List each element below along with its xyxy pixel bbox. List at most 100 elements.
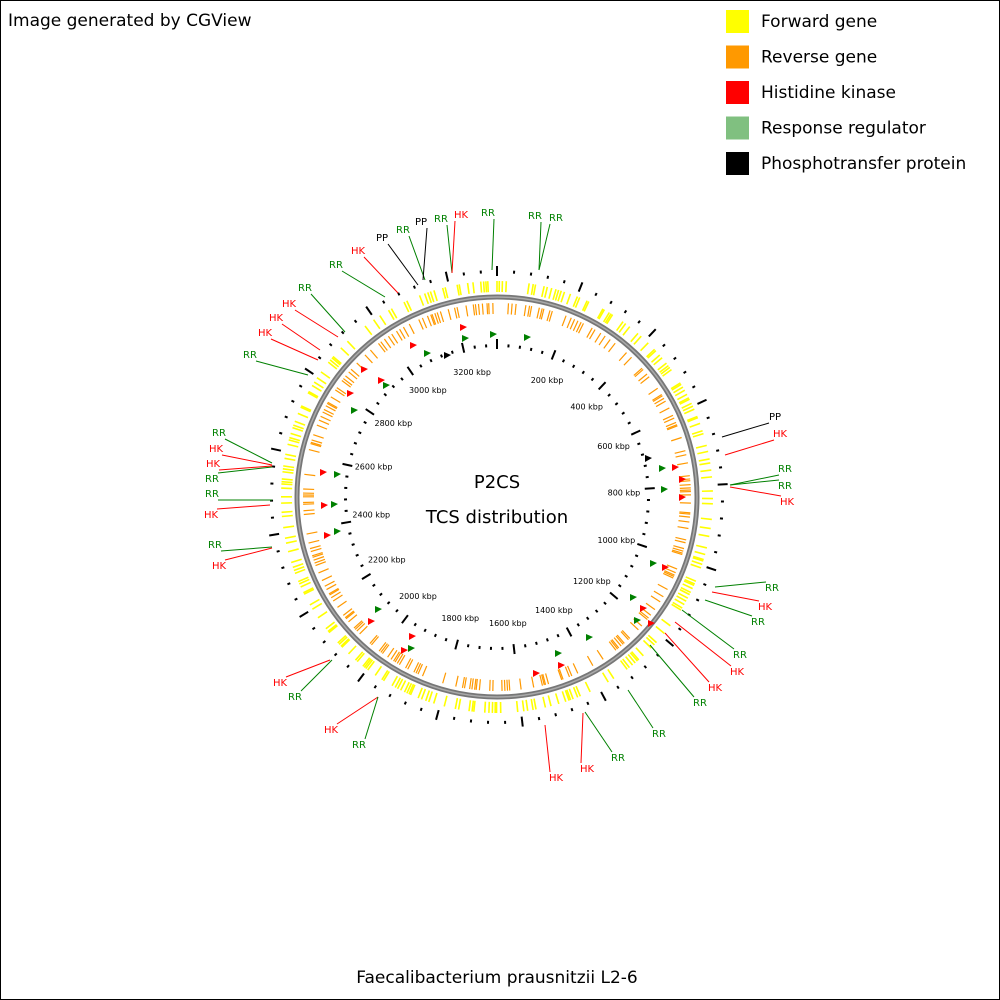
forward-gene xyxy=(427,292,433,304)
outer-tick xyxy=(452,716,456,721)
leader-line xyxy=(714,581,767,588)
forward-gene xyxy=(607,669,615,680)
forward-gene xyxy=(429,291,435,303)
outer-tick xyxy=(412,285,416,289)
forward-gene xyxy=(685,576,697,582)
feature-label: HK xyxy=(773,429,788,440)
reverse-gene xyxy=(353,620,363,629)
forward-gene xyxy=(642,639,652,649)
forward-gene xyxy=(485,281,488,293)
leader-line xyxy=(674,621,732,667)
reverse-gene xyxy=(673,545,685,550)
feature-label: RR xyxy=(733,650,747,661)
feature-label: RR xyxy=(298,283,312,294)
reverse-gene xyxy=(396,653,404,664)
circular-map: 200 kbp 400 kbp 600 kbp 800 kbp 1000 kbp 1200… xyxy=(204,208,795,784)
scale-label: 400 kbp xyxy=(570,403,603,412)
forward-gene xyxy=(294,568,306,575)
scale-tick xyxy=(444,637,448,642)
tcs-marker xyxy=(524,334,531,341)
reverse-gene xyxy=(395,330,403,341)
tcs-marker xyxy=(383,382,390,389)
feature-label: RR xyxy=(434,214,448,225)
leader-line xyxy=(255,360,309,376)
scale-tick xyxy=(609,591,619,600)
outer-tick xyxy=(586,701,590,706)
forward-gene xyxy=(354,651,364,661)
forward-gene xyxy=(584,681,591,693)
reverse-gene xyxy=(665,567,676,574)
forward-gene xyxy=(521,700,525,712)
reverse-gene xyxy=(348,371,358,380)
reverse-gene xyxy=(677,462,689,466)
leader-line xyxy=(729,474,780,486)
reverse-gene xyxy=(545,673,550,685)
reverse-gene xyxy=(378,641,387,652)
forward-gene xyxy=(317,611,328,619)
forward-gene xyxy=(541,286,545,298)
forward-gene xyxy=(683,580,695,587)
reverse-gene xyxy=(558,668,564,680)
forward-gene xyxy=(619,660,628,670)
reverse-gene xyxy=(564,666,571,678)
scale-tick xyxy=(644,487,655,490)
reverse-gene xyxy=(566,317,572,329)
tcs-marker xyxy=(401,647,408,654)
forward-gene xyxy=(427,691,433,703)
feature-label: HK xyxy=(549,773,564,784)
forward-gene xyxy=(682,405,694,412)
forward-gene xyxy=(331,357,341,366)
reverse-gene xyxy=(387,647,395,658)
reverse-gene xyxy=(529,306,533,318)
reverse-gene xyxy=(405,658,412,669)
outer-tick xyxy=(665,638,675,647)
reverse-gene xyxy=(475,678,478,690)
forward-gene xyxy=(698,458,710,462)
tcs-marker xyxy=(368,618,375,625)
forward-gene xyxy=(382,671,390,682)
map-title: P2CS xyxy=(474,472,520,493)
reverse-gene xyxy=(648,387,659,395)
forward-gene xyxy=(572,296,579,308)
leader-line xyxy=(224,547,273,561)
reverse-gene xyxy=(610,639,619,650)
scale-tick xyxy=(386,601,391,605)
leader-line xyxy=(446,224,453,274)
scale-tick xyxy=(400,377,404,381)
tcs-marker xyxy=(672,464,679,471)
forward-gene xyxy=(661,618,671,627)
leader-line xyxy=(491,218,495,271)
map-subtitle: TCS distribution xyxy=(425,507,568,528)
scale-tick xyxy=(450,350,454,354)
forward-gene xyxy=(284,457,296,462)
outer-tick xyxy=(706,416,710,420)
outer-tick xyxy=(713,550,718,554)
reverse-gene xyxy=(608,641,617,651)
scale-tick xyxy=(614,402,619,406)
legend: Forward gene Reverse gene Histidine kinase… xyxy=(726,10,966,175)
reverse-gene xyxy=(310,441,322,447)
forward-gene xyxy=(316,377,327,385)
reverse-gene xyxy=(519,678,522,690)
forward-gene xyxy=(379,315,387,326)
leader-line xyxy=(300,659,333,692)
reverse-gene xyxy=(671,550,683,556)
outer-tick xyxy=(683,370,687,374)
reverse-gene xyxy=(678,520,690,523)
forward-gene xyxy=(692,557,704,562)
reverse-gene xyxy=(390,649,398,660)
reverse-gene xyxy=(321,575,333,582)
reverse-gene xyxy=(469,678,472,690)
reverse-gene xyxy=(415,663,422,674)
outer-tick xyxy=(717,534,721,537)
reverse-gene xyxy=(477,303,481,315)
leader-line xyxy=(363,256,399,294)
reverse-gene xyxy=(334,389,345,397)
tcs-marker xyxy=(375,606,382,613)
scale-tick xyxy=(349,452,354,456)
forward-gene xyxy=(300,406,311,413)
forward-gene xyxy=(679,588,691,596)
reverse-gene xyxy=(439,311,445,323)
reverse-gene xyxy=(677,526,689,530)
outer-tick xyxy=(287,582,291,586)
